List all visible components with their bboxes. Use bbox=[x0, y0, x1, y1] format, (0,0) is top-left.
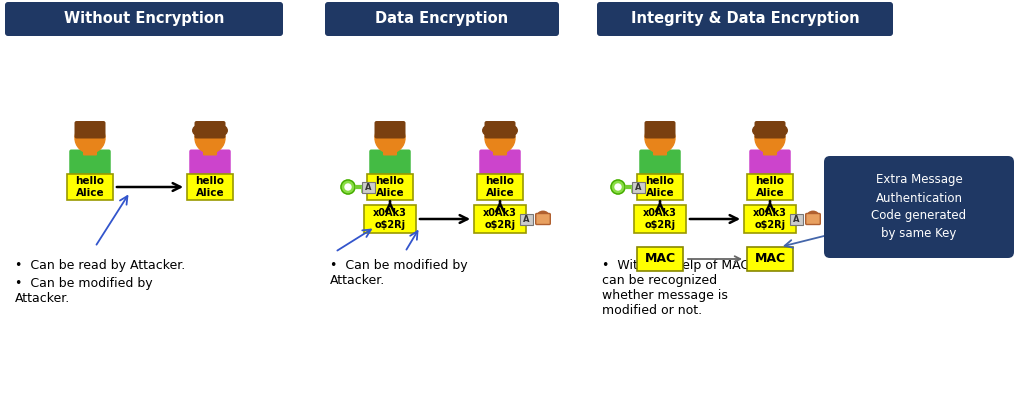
FancyBboxPatch shape bbox=[361, 182, 375, 193]
FancyBboxPatch shape bbox=[67, 174, 113, 200]
Text: hello
Alice: hello Alice bbox=[485, 176, 514, 198]
FancyBboxPatch shape bbox=[70, 149, 111, 179]
Circle shape bbox=[482, 126, 492, 135]
Text: x0Ak3
o$2Rj: x0Ak3 o$2Rj bbox=[373, 208, 407, 230]
FancyBboxPatch shape bbox=[824, 156, 1014, 258]
FancyBboxPatch shape bbox=[383, 146, 397, 155]
Text: hello
Alice: hello Alice bbox=[76, 176, 104, 198]
FancyBboxPatch shape bbox=[479, 149, 521, 179]
Text: hello
Alice: hello Alice bbox=[756, 176, 784, 198]
Text: •  Can be modified by
Attacker.: • Can be modified by Attacker. bbox=[15, 277, 153, 305]
Circle shape bbox=[218, 126, 227, 135]
Text: A: A bbox=[793, 214, 800, 223]
Circle shape bbox=[375, 123, 406, 153]
FancyBboxPatch shape bbox=[632, 182, 644, 193]
Circle shape bbox=[485, 123, 515, 153]
FancyBboxPatch shape bbox=[5, 2, 283, 36]
Circle shape bbox=[345, 184, 351, 190]
FancyBboxPatch shape bbox=[83, 146, 97, 155]
Circle shape bbox=[611, 180, 625, 194]
FancyBboxPatch shape bbox=[367, 174, 413, 200]
Text: x0Ak3
o$2Rj: x0Ak3 o$2Rj bbox=[753, 208, 786, 230]
Circle shape bbox=[508, 126, 517, 135]
FancyBboxPatch shape bbox=[75, 121, 105, 138]
FancyBboxPatch shape bbox=[474, 205, 526, 233]
Text: A: A bbox=[522, 214, 529, 223]
Circle shape bbox=[75, 123, 105, 153]
Circle shape bbox=[341, 180, 355, 194]
FancyBboxPatch shape bbox=[187, 174, 233, 200]
FancyBboxPatch shape bbox=[746, 247, 793, 271]
Text: hello
Alice: hello Alice bbox=[376, 176, 404, 198]
FancyBboxPatch shape bbox=[189, 149, 230, 179]
Text: A: A bbox=[635, 182, 641, 192]
FancyBboxPatch shape bbox=[370, 149, 411, 179]
FancyBboxPatch shape bbox=[364, 205, 416, 233]
FancyBboxPatch shape bbox=[493, 146, 507, 155]
FancyBboxPatch shape bbox=[375, 121, 406, 138]
FancyBboxPatch shape bbox=[755, 121, 785, 138]
Text: Integrity & Data Encryption: Integrity & Data Encryption bbox=[631, 11, 859, 26]
Text: hello
Alice: hello Alice bbox=[645, 176, 675, 198]
FancyBboxPatch shape bbox=[536, 214, 550, 225]
Circle shape bbox=[615, 184, 621, 190]
Circle shape bbox=[753, 126, 762, 135]
FancyBboxPatch shape bbox=[477, 174, 523, 200]
FancyBboxPatch shape bbox=[195, 121, 225, 138]
Text: Extra Message
Authentication
Code generated
by same Key: Extra Message Authentication Code genera… bbox=[871, 173, 967, 241]
Text: •  Can be read by Attacker.: • Can be read by Attacker. bbox=[15, 259, 185, 272]
FancyBboxPatch shape bbox=[637, 174, 683, 200]
FancyBboxPatch shape bbox=[644, 121, 676, 138]
Text: MAC: MAC bbox=[644, 252, 676, 265]
FancyBboxPatch shape bbox=[484, 121, 515, 138]
FancyBboxPatch shape bbox=[519, 214, 532, 225]
Circle shape bbox=[778, 126, 787, 135]
Text: x0Ak3
o$2Rj: x0Ak3 o$2Rj bbox=[483, 208, 517, 230]
FancyBboxPatch shape bbox=[637, 247, 683, 271]
Text: MAC: MAC bbox=[755, 252, 785, 265]
FancyBboxPatch shape bbox=[653, 146, 667, 155]
FancyBboxPatch shape bbox=[790, 214, 803, 225]
FancyBboxPatch shape bbox=[639, 149, 681, 179]
FancyBboxPatch shape bbox=[744, 205, 796, 233]
Circle shape bbox=[195, 123, 225, 153]
Circle shape bbox=[755, 123, 785, 153]
FancyBboxPatch shape bbox=[750, 149, 791, 179]
FancyBboxPatch shape bbox=[203, 146, 217, 155]
FancyBboxPatch shape bbox=[763, 146, 777, 155]
Text: x0Ak3
o$2Rj: x0Ak3 o$2Rj bbox=[643, 208, 677, 230]
FancyBboxPatch shape bbox=[325, 2, 559, 36]
FancyBboxPatch shape bbox=[597, 2, 893, 36]
Text: •  With the help of MAC it
can be recognized
whether message is
modified or not.: • With the help of MAC it can be recogni… bbox=[602, 259, 762, 317]
Text: Data Encryption: Data Encryption bbox=[376, 11, 509, 26]
Circle shape bbox=[645, 123, 675, 153]
Text: hello
Alice: hello Alice bbox=[196, 176, 224, 198]
Text: A: A bbox=[365, 182, 372, 192]
Circle shape bbox=[193, 126, 202, 135]
FancyBboxPatch shape bbox=[746, 174, 793, 200]
FancyBboxPatch shape bbox=[634, 205, 686, 233]
Text: Without Encryption: Without Encryption bbox=[63, 11, 224, 26]
FancyBboxPatch shape bbox=[806, 214, 820, 225]
Text: •  Can be modified by
Attacker.: • Can be modified by Attacker. bbox=[330, 259, 468, 287]
